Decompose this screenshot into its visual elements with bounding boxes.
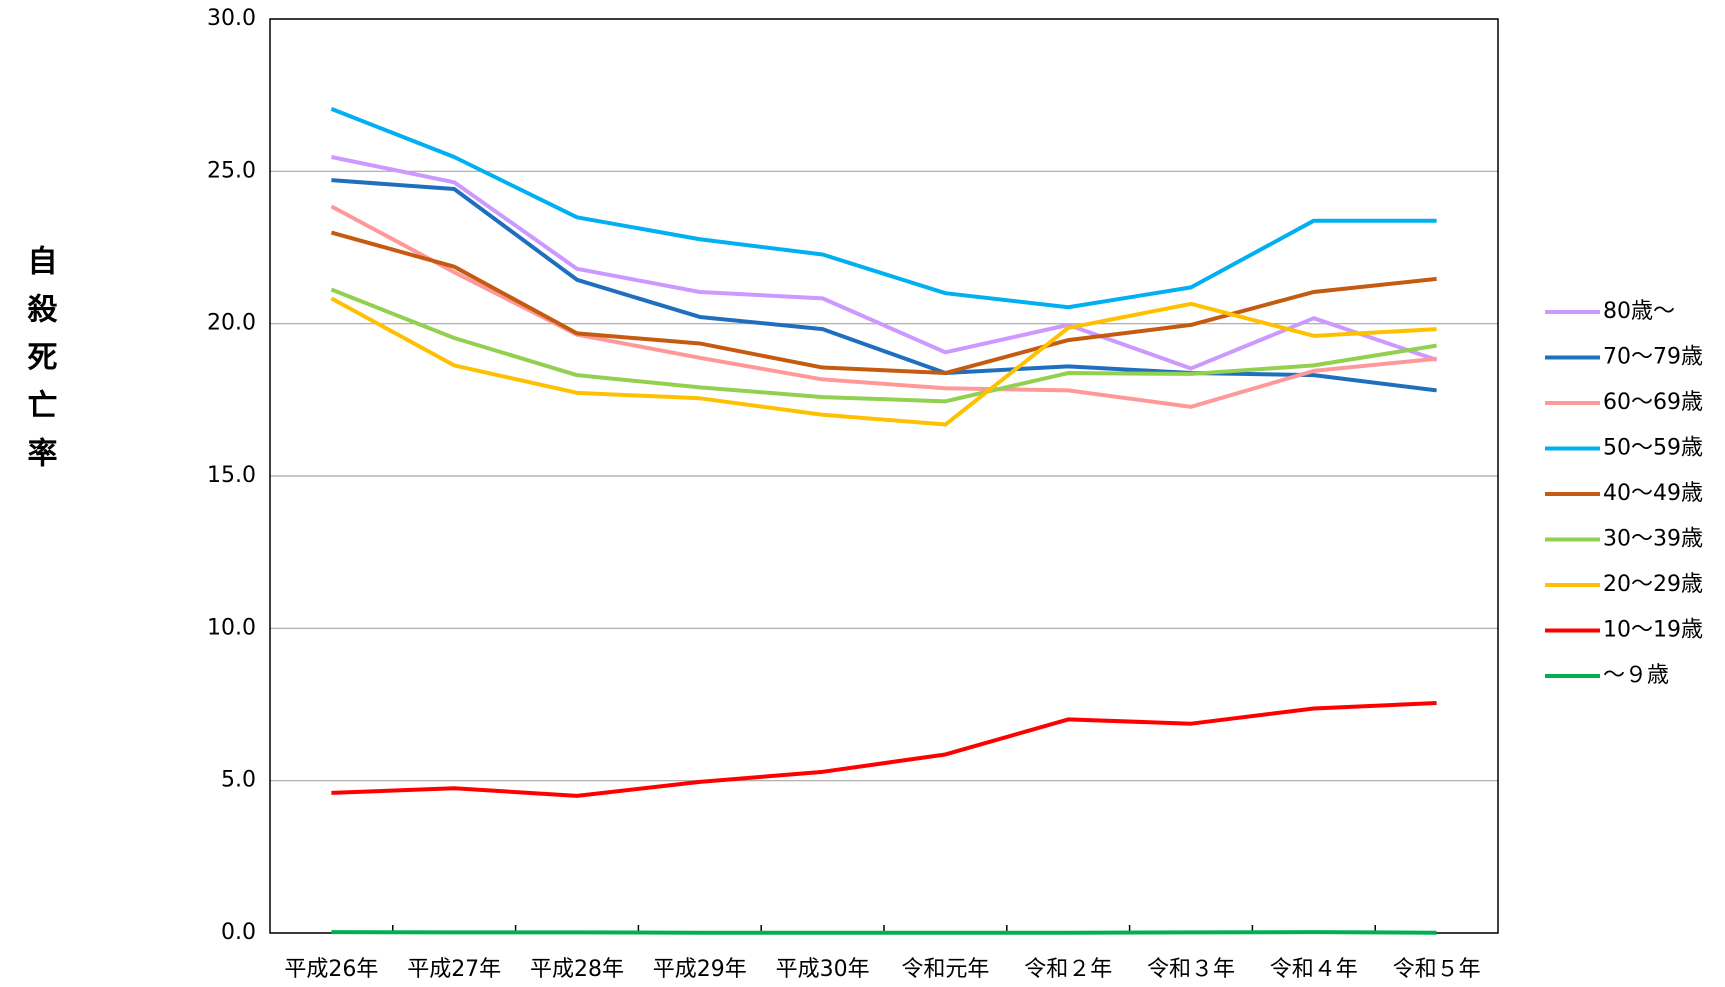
legend-label: 10～19歳 bbox=[1603, 618, 1703, 643]
x-tick-label: 平成29年 bbox=[653, 957, 747, 982]
x-tick-label: 令和２年 bbox=[1024, 957, 1112, 982]
x-tick-label: 平成26年 bbox=[284, 957, 378, 982]
x-tick-label: 令和元年 bbox=[901, 957, 989, 982]
series-line bbox=[331, 178, 1437, 393]
legend-label: 60～69歳 bbox=[1603, 390, 1703, 415]
series-line bbox=[330, 155, 1438, 371]
y-tick-label: 10.0 bbox=[207, 615, 256, 640]
series-line bbox=[331, 700, 1437, 798]
series-line bbox=[330, 296, 1437, 427]
y-tick-label: 5.0 bbox=[221, 768, 256, 793]
legend-label: 20～29歳 bbox=[1603, 572, 1703, 597]
y-axis-label: 自殺死亡率 bbox=[22, 245, 58, 485]
x-tick-label: 平成30年 bbox=[776, 957, 870, 982]
series-line bbox=[330, 204, 1437, 409]
legend-label: 80歳～ bbox=[1603, 299, 1675, 324]
y-tick-label: 0.0 bbox=[221, 920, 256, 945]
x-tick-label: 平成27年 bbox=[407, 957, 501, 982]
series-line bbox=[331, 930, 1437, 935]
x-tick-label: 令和４年 bbox=[1270, 957, 1358, 982]
legend-label: 70～79歳 bbox=[1603, 345, 1703, 370]
x-tick-label: 令和５年 bbox=[1393, 957, 1481, 982]
y-tick-label: 25.0 bbox=[207, 158, 256, 183]
y-tick-label: 20.0 bbox=[207, 311, 256, 336]
series-line bbox=[330, 230, 1437, 376]
y-tick-label: 15.0 bbox=[207, 463, 256, 488]
legend-label: ～９歳 bbox=[1603, 663, 1669, 688]
x-tick-label: 平成28年 bbox=[530, 957, 624, 982]
legend-label: 50～59歳 bbox=[1603, 436, 1703, 461]
legend-label: 30～39歳 bbox=[1603, 527, 1703, 552]
series-line bbox=[330, 107, 1437, 310]
series-line bbox=[330, 287, 1437, 404]
legend-label: 40～49歳 bbox=[1603, 481, 1703, 506]
x-tick-label: 令和３年 bbox=[1147, 957, 1235, 982]
y-tick-label: 30.0 bbox=[207, 6, 256, 31]
